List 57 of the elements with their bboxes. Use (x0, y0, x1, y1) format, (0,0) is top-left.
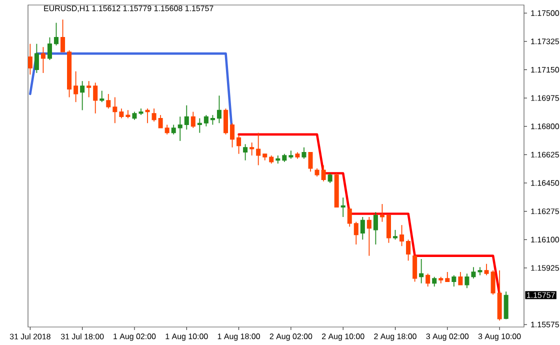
candlestick (419, 258, 424, 284)
candlestick (204, 114, 208, 127)
candlestick (119, 108, 124, 119)
candlestick (464, 273, 470, 289)
candlestick (302, 146, 306, 160)
candlestick (223, 108, 228, 135)
candlestick (230, 122, 235, 148)
candlestick (40, 46, 46, 74)
candlestick (34, 43, 39, 74)
candlestick (216, 95, 222, 124)
candlestick (210, 114, 215, 126)
candlestick (256, 132, 261, 166)
candlestick (380, 204, 384, 222)
candlestick (366, 216, 372, 256)
candlestick (164, 124, 170, 135)
candlestick (236, 134, 242, 154)
candlestick (347, 206, 352, 228)
candlestick (340, 197, 346, 218)
candlestick (386, 214, 391, 244)
candlestick (171, 124, 176, 135)
candlestick (445, 272, 450, 282)
candlestick (504, 291, 508, 320)
candlestick (406, 239, 411, 262)
candlestick (328, 172, 332, 184)
candlestick (86, 80, 92, 98)
candlestick (412, 255, 418, 282)
candlestick (80, 80, 85, 111)
candlestick (145, 108, 150, 124)
candlestick (54, 22, 59, 46)
candlestick (158, 114, 163, 128)
candlestick (426, 273, 430, 287)
candlestick (190, 111, 196, 128)
candlestick (106, 94, 111, 110)
candlestick (93, 82, 98, 114)
candlestick (197, 118, 202, 134)
candlestick (47, 36, 52, 60)
candlestick (400, 224, 404, 247)
candlestick (112, 96, 118, 124)
candlestick (360, 216, 365, 240)
candlestick (321, 164, 326, 182)
candlestick (178, 116, 182, 142)
candlestick (373, 212, 378, 245)
candlestick (392, 229, 398, 240)
candlestick (354, 221, 358, 245)
candlestick (490, 270, 496, 296)
candlestick (184, 104, 189, 130)
candlestick (452, 274, 456, 287)
candlestick (74, 70, 78, 103)
candlestick (484, 263, 489, 276)
candlestick (308, 152, 313, 172)
candlestick (60, 19, 66, 52)
candlestick (100, 90, 104, 103)
candlestick (432, 276, 437, 287)
candlestick (152, 108, 156, 122)
candlestick (243, 144, 248, 161)
candlestick (458, 272, 463, 286)
candlestick (250, 142, 254, 156)
